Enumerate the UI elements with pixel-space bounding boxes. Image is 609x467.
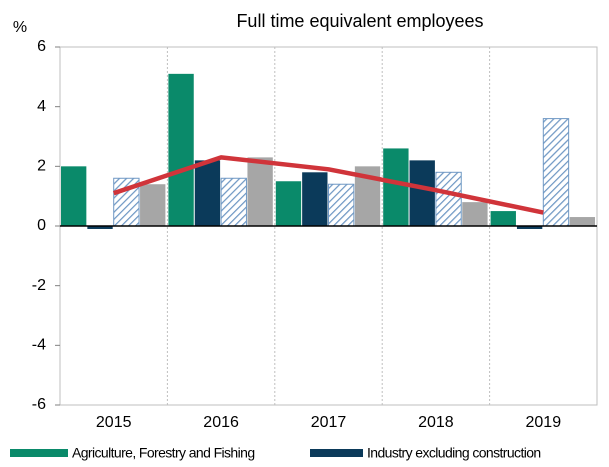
bar: [140, 184, 166, 226]
y-tick-label: -6: [32, 396, 46, 413]
bar: [220, 177, 247, 227]
x-tick-label: 2018: [418, 414, 454, 431]
x-tick-label: 2015: [96, 414, 132, 431]
bar: [383, 148, 409, 226]
bar: [569, 217, 595, 226]
legend-swatch: [310, 449, 363, 457]
bar: [275, 181, 302, 226]
y-tick-label: 0: [37, 217, 46, 234]
legend-swatch: [10, 449, 68, 457]
y-tick-label: 2: [37, 158, 46, 175]
bar: [302, 172, 328, 226]
bar: [87, 226, 113, 229]
bar: [490, 211, 516, 226]
bar: [168, 73, 194, 226]
bar: [194, 160, 221, 226]
x-tick-label: 2019: [526, 414, 562, 431]
x-tick-label: 2017: [311, 414, 347, 431]
legend-label: Industry excluding construction: [367, 445, 541, 461]
y-axis-label: %: [13, 19, 27, 36]
bar: [462, 202, 488, 226]
bar: [247, 157, 273, 226]
bar: [516, 226, 543, 229]
legend-label: Agriculture, Forestry and Fishing: [72, 445, 255, 461]
chart-title: Full time equivalent employees: [236, 11, 483, 31]
bar: [542, 118, 570, 227]
legend: Agriculture, Forestry and Fishing Industr…: [10, 445, 541, 461]
y-tick-label: -2: [32, 277, 46, 294]
line: [112, 155, 544, 215]
y-tick-label: 6: [37, 38, 46, 55]
bar: [328, 183, 355, 227]
bar: [435, 171, 462, 227]
bar: [61, 166, 87, 226]
y-tick-label: -4: [32, 337, 46, 354]
x-tick-label: 2016: [203, 414, 239, 431]
y-tick-label: 4: [37, 98, 46, 115]
bar: [409, 160, 435, 226]
